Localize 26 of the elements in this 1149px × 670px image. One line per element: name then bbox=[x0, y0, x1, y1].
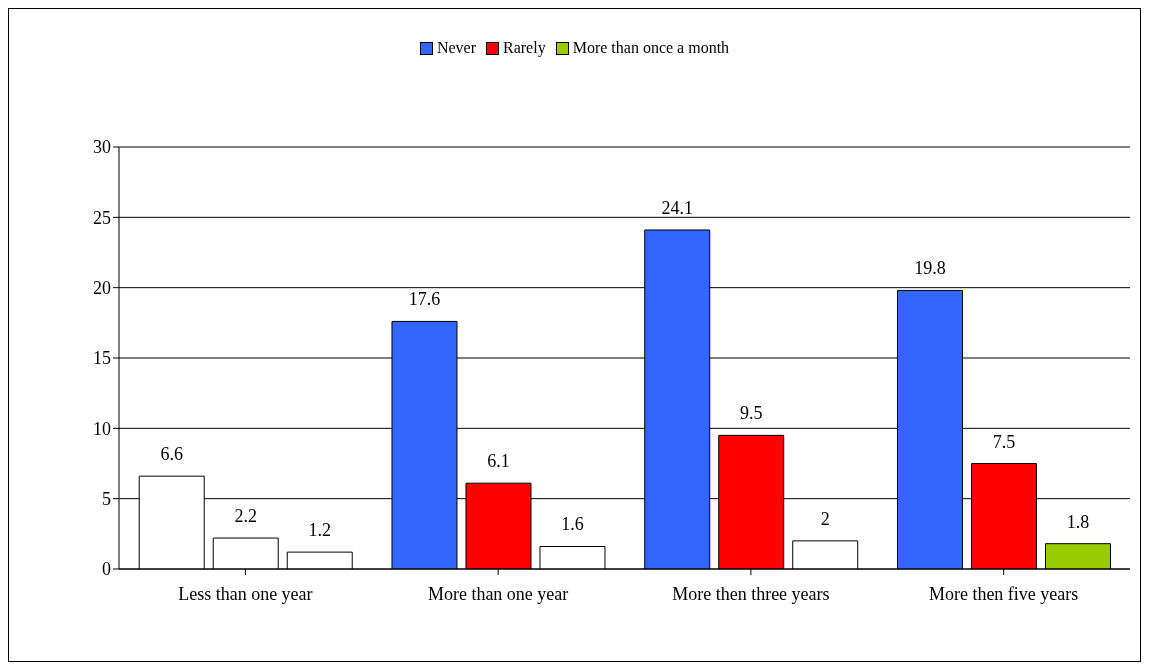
y-tick-label: 15 bbox=[93, 348, 111, 369]
data-label: 17.6 bbox=[408, 289, 441, 310]
data-label: 1.8 bbox=[1066, 511, 1090, 532]
data-label: 9.5 bbox=[739, 403, 763, 424]
y-tick-label: 5 bbox=[102, 489, 111, 510]
data-label: 1.2 bbox=[308, 520, 331, 541]
y-tick-label: 20 bbox=[93, 278, 111, 299]
x-tick-label: More then five years bbox=[928, 583, 1079, 604]
y-tick-label: 10 bbox=[93, 418, 111, 439]
legend-label: Never bbox=[435, 39, 477, 57]
y-tick-label: 25 bbox=[93, 207, 111, 228]
y-tick-label: 30 bbox=[93, 137, 111, 158]
data-label: 2 bbox=[820, 508, 830, 529]
data-label: 24.1 bbox=[661, 197, 693, 218]
x-tick-label: More then three years bbox=[672, 583, 830, 604]
data-label: 6.6 bbox=[160, 444, 183, 465]
legend-label: More than once a month bbox=[571, 39, 730, 57]
x-tick-label: Less than one year bbox=[178, 583, 313, 604]
data-label: 19.8 bbox=[914, 258, 946, 279]
y-tick-label: 0 bbox=[102, 559, 111, 580]
data-label: 7.5 bbox=[992, 431, 1016, 452]
legend-label: Rarely bbox=[502, 39, 546, 57]
data-label: 2.2 bbox=[234, 506, 257, 527]
x-tick-label: More than one year bbox=[427, 583, 569, 604]
data-label: 6.1 bbox=[487, 451, 510, 472]
data-label: 1.6 bbox=[561, 514, 584, 535]
